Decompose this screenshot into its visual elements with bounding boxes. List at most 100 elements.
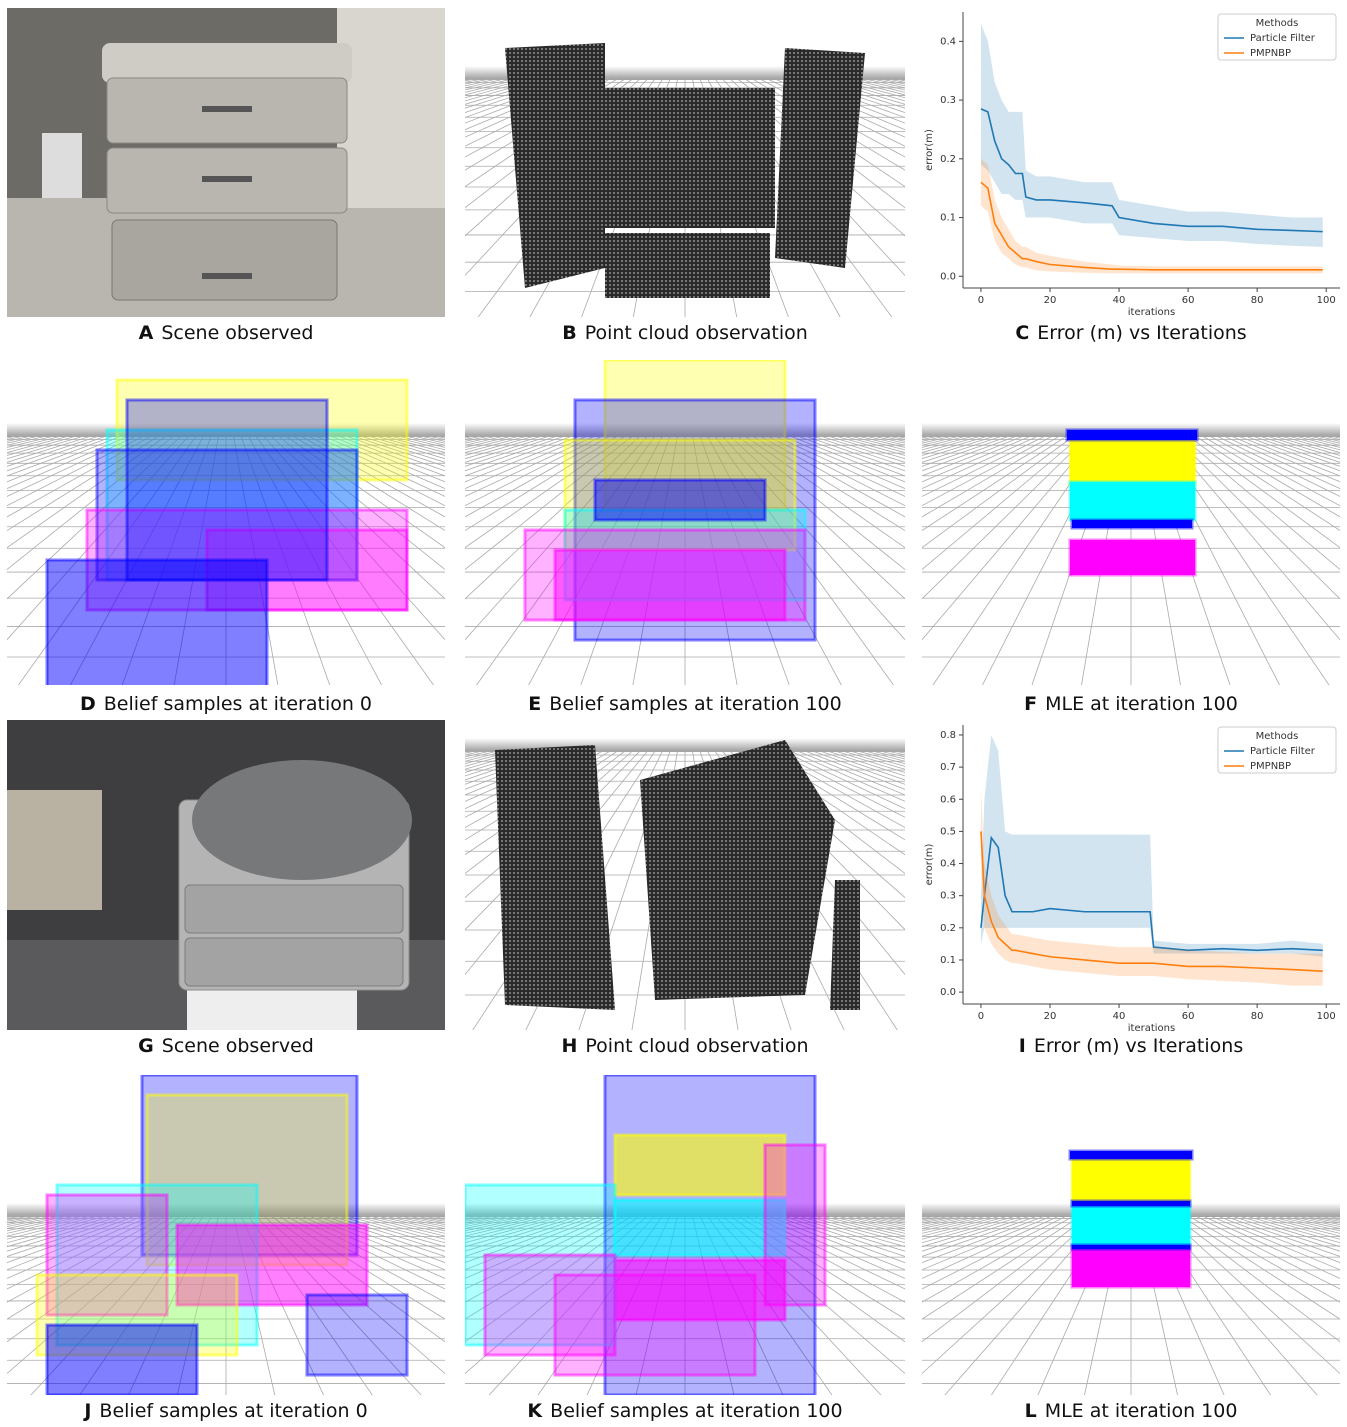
belief-sample	[555, 1275, 755, 1375]
panel-letter: A	[139, 322, 154, 344]
cloud	[605, 233, 770, 298]
belief-sample	[307, 1295, 407, 1375]
panel-letter: J	[82, 1400, 91, 1422]
belief-sample	[595, 480, 765, 520]
floor-line	[0, 435, 22, 745]
cloud	[505, 43, 605, 288]
y-tick-label: 0.3	[940, 95, 956, 106]
figure: A Scene observed BPoint cloud observation C…	[0, 0, 1347, 1423]
belief-sample	[1070, 435, 1195, 485]
legend-label: PMPNBP	[1250, 48, 1291, 59]
error-band	[1085, 835, 1120, 928]
dresser-top	[102, 43, 352, 83]
y-tick-label: 0.0	[940, 987, 956, 998]
y-tick-label: 0.4	[940, 859, 956, 870]
x-tick-label: 100	[1317, 295, 1336, 306]
caption-text: MLE at iteration 100	[1045, 693, 1238, 715]
floor-line	[1222, 435, 1347, 745]
panel-letter: G	[138, 1035, 154, 1057]
floor-line	[1277, 435, 1347, 745]
y-tick-label: 0.8	[940, 730, 956, 741]
caption-text: Point cloud observation	[585, 1035, 808, 1057]
handle	[202, 273, 252, 279]
error-band	[1015, 835, 1032, 928]
floor-line	[0, 435, 7, 745]
y-tick-label: 0.7	[940, 762, 956, 773]
y-tick-label: 0.4	[940, 36, 956, 47]
floor-line	[0, 435, 44, 745]
floor-line	[1236, 435, 1347, 745]
panel-letter: I	[1019, 1035, 1026, 1057]
error-band	[1050, 835, 1085, 928]
x-tick-label: 100	[1317, 1011, 1336, 1022]
error-band	[1022, 247, 1025, 268]
cloud	[495, 745, 615, 1010]
y-tick-label: 0.6	[940, 794, 956, 805]
legend-title: Methods	[1256, 18, 1299, 29]
belief-sample	[765, 1145, 825, 1305]
error-band	[988, 41, 995, 182]
error-band	[1033, 835, 1050, 928]
floor-line	[1312, 435, 1347, 745]
wall	[337, 8, 445, 208]
panel-letter: L	[1025, 1400, 1037, 1422]
floor-line	[0, 435, 36, 745]
error-band	[1026, 171, 1036, 218]
belief-sample	[1070, 482, 1195, 520]
caption-text: Point cloud observation	[585, 322, 808, 344]
floor-line	[1326, 435, 1347, 745]
x-tick-label: 20	[1044, 295, 1057, 306]
belief-sample	[1072, 520, 1192, 528]
error-band	[995, 82, 1002, 194]
x-tick-label: 80	[1251, 1011, 1264, 1022]
floor-line	[1229, 435, 1347, 745]
belief-sample	[127, 400, 327, 580]
x-tick-label: 40	[1113, 1011, 1126, 1022]
panel-caption: F MLE at iteration 100	[1024, 693, 1238, 715]
caption-text: Scene observed	[162, 1035, 314, 1057]
panel-letter: C	[1015, 322, 1029, 344]
drawer	[185, 885, 403, 933]
y-tick-label: 0.3	[940, 891, 956, 902]
table	[7, 790, 102, 910]
caption-text: Scene observed	[161, 322, 313, 344]
panel-caption: H Point cloud observation	[562, 1035, 809, 1057]
x-tick-label: 80	[1251, 295, 1264, 306]
floor-line	[1340, 435, 1347, 745]
scene-photo	[7, 8, 445, 317]
floor-line	[1284, 435, 1347, 745]
x-axis-label: iterations	[1128, 307, 1175, 318]
y-axis-label: error(m)	[924, 129, 935, 171]
stand	[187, 985, 357, 1030]
error-band	[1188, 950, 1223, 981]
error-band	[998, 751, 1005, 928]
error-band	[1150, 947, 1153, 976]
caption-text: Belief samples at iteration 0	[99, 1400, 367, 1422]
panel-letter: H	[562, 1035, 578, 1057]
belief-sample	[1070, 1151, 1192, 1159]
floor-line	[0, 1215, 7, 1423]
belief-sample	[1070, 540, 1195, 575]
y-tick-label: 0.2	[940, 154, 956, 165]
panel-letter: F	[1024, 693, 1037, 715]
belief-sample	[615, 1200, 785, 1255]
belief-sample	[47, 1325, 197, 1395]
panel-letter: K	[527, 1400, 543, 1422]
cloud	[595, 88, 775, 228]
legend-title: Methods	[1256, 731, 1299, 742]
legend-label: PMPNBP	[1250, 761, 1291, 772]
x-tick-label: 20	[1044, 1011, 1057, 1022]
x-tick-label: 0	[978, 1011, 984, 1022]
floor-line	[1263, 435, 1347, 745]
belief-sample	[1072, 1201, 1190, 1206]
panel-caption: A Scene observed	[139, 322, 314, 344]
x-tick-label: 0	[978, 295, 984, 306]
y-tick-label: 0.0	[940, 271, 956, 282]
caption-text: Belief samples at iteration 100	[549, 693, 841, 715]
error-band	[1002, 100, 1009, 194]
error-band	[1147, 947, 1150, 976]
